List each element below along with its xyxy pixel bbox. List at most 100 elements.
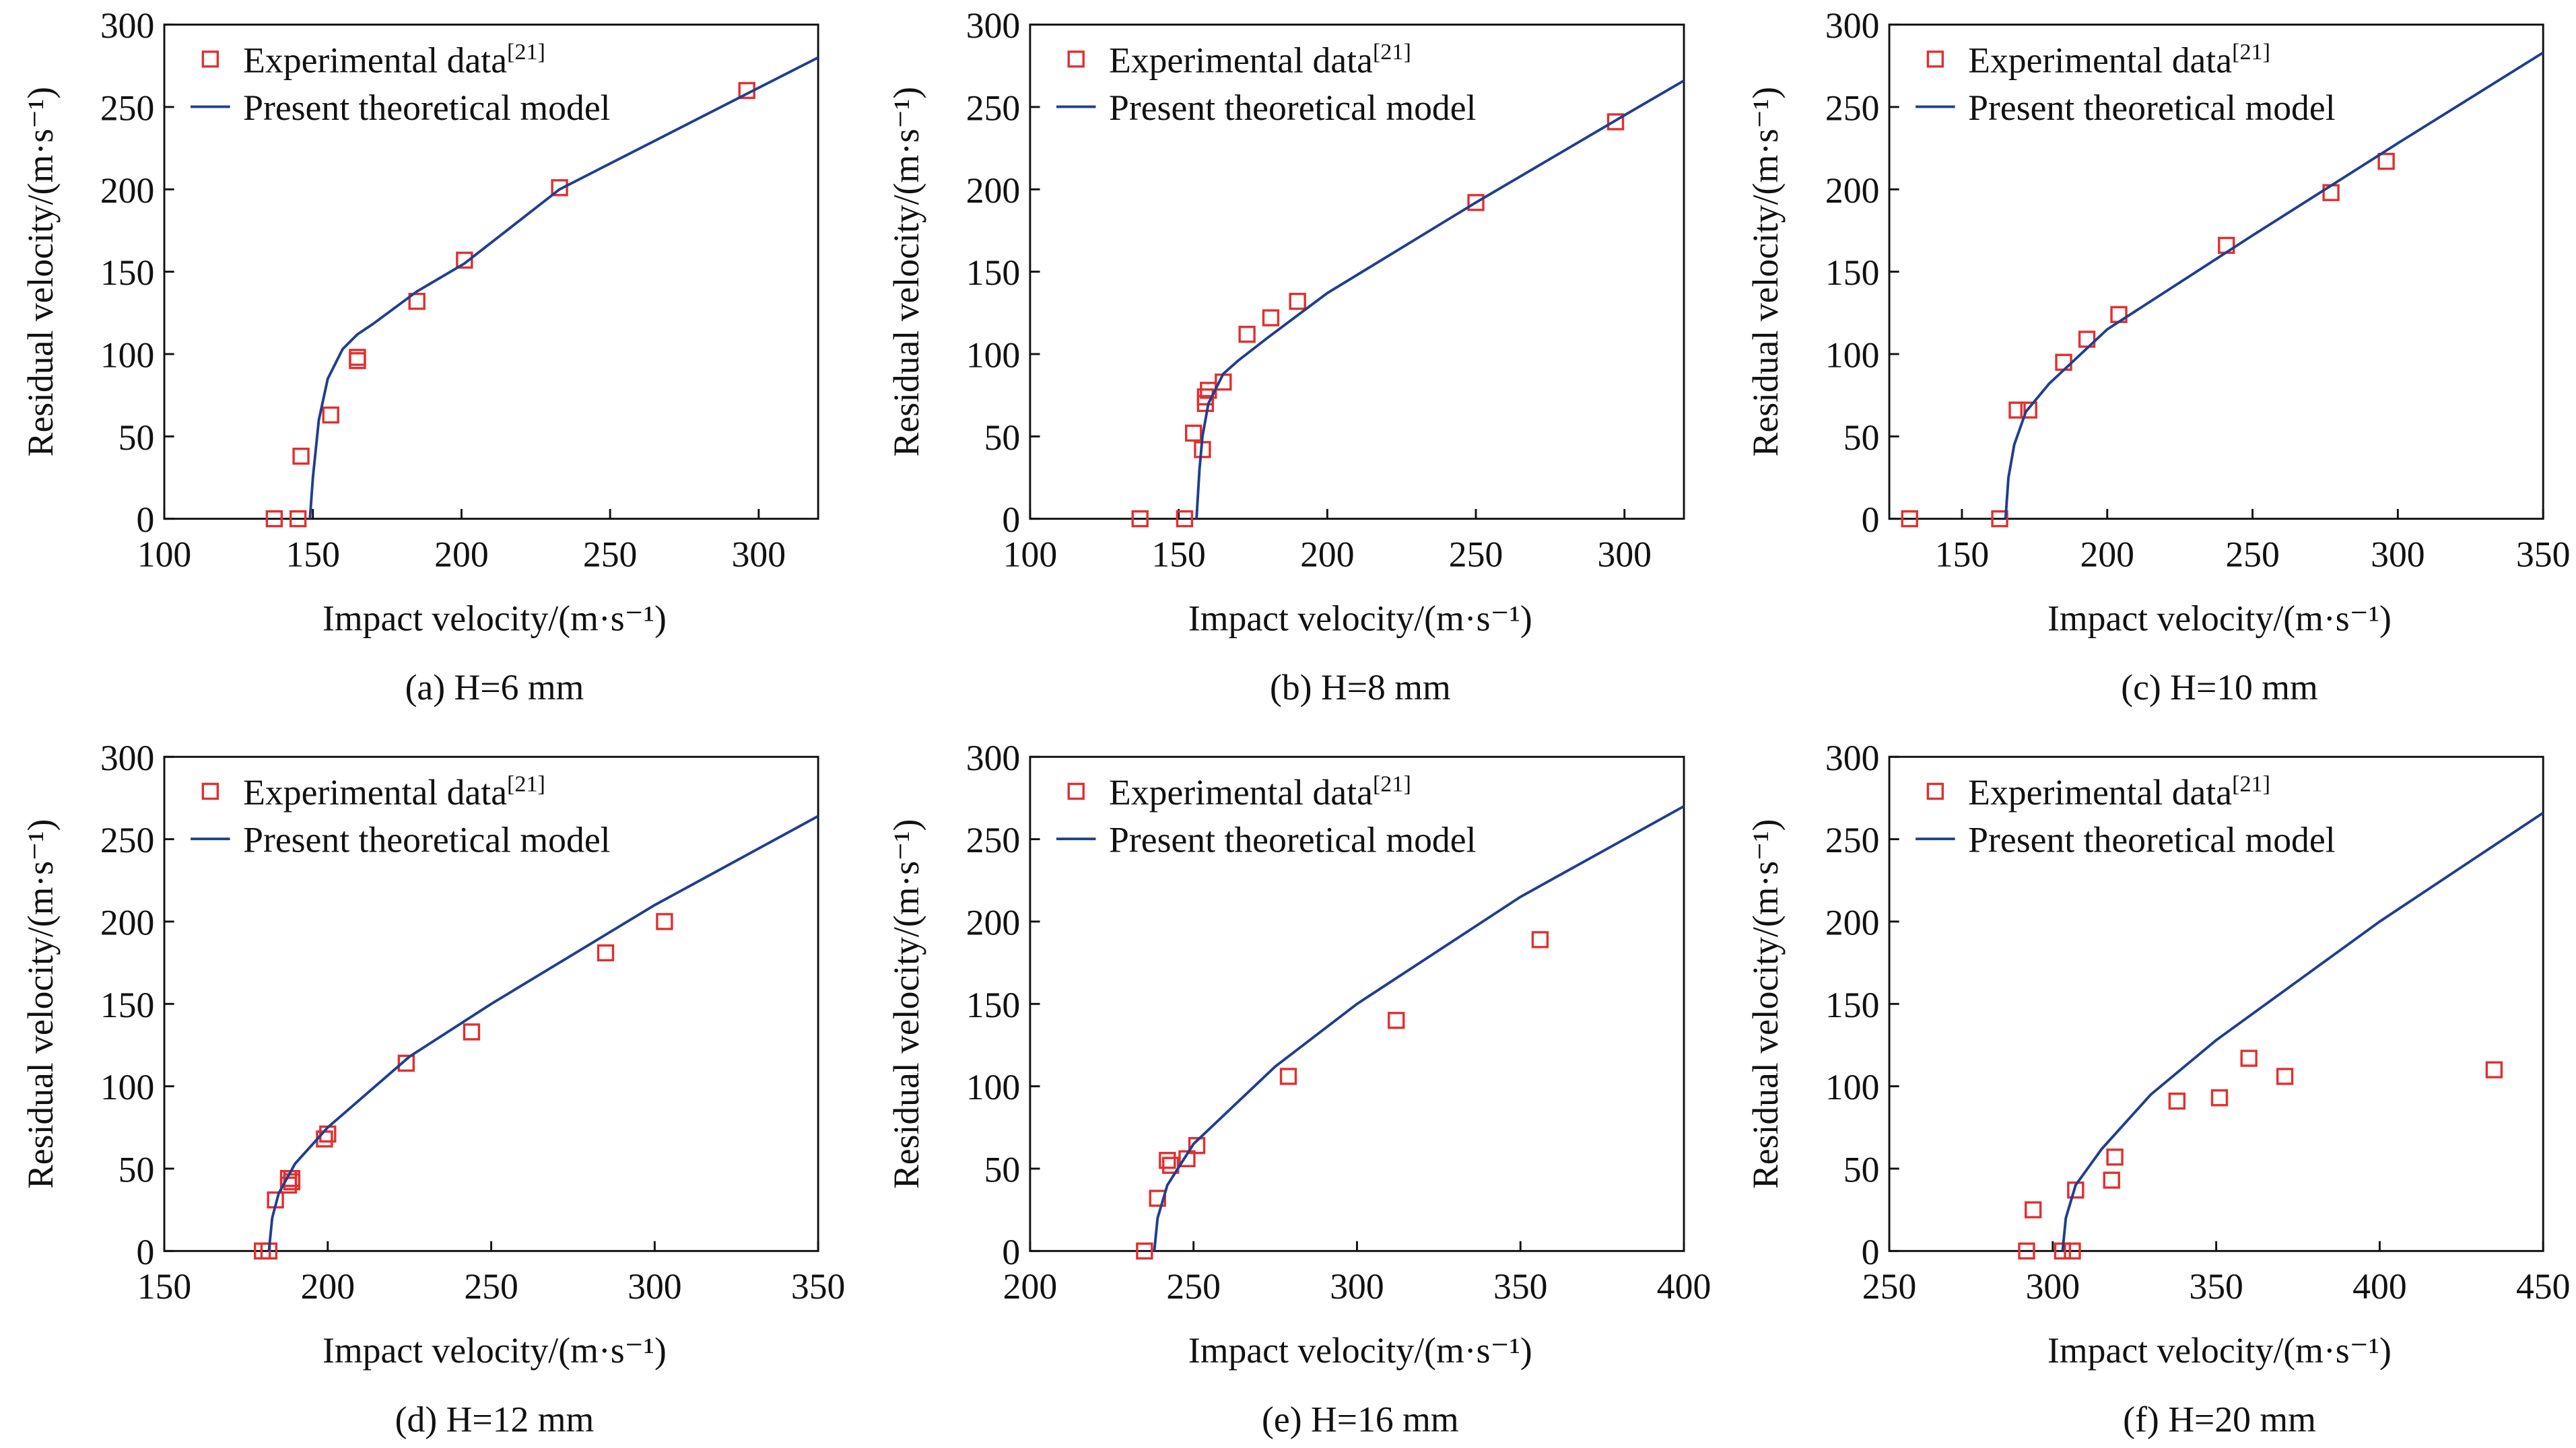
- x-tick-label: 200: [1003, 1266, 1058, 1307]
- data-point: [1262, 309, 1280, 326]
- legend-label: Present theoretical model: [1109, 820, 1476, 860]
- data-point: [1185, 424, 1202, 442]
- x-tick-label: 200: [434, 534, 489, 574]
- y-tick-label: 0: [1862, 499, 1880, 540]
- y-tick-label: 0: [137, 499, 155, 540]
- legend-label: Present theoretical model: [1968, 88, 2335, 128]
- y-tick-label: 200: [1825, 902, 1880, 942]
- data-point: [2055, 353, 2072, 371]
- data-point: [1279, 1068, 1297, 1085]
- y-tick-label: 100: [100, 1067, 155, 1107]
- data-point: [2485, 1061, 2503, 1078]
- y-tick-label: 100: [966, 335, 1021, 375]
- legend-marker: [1926, 50, 1944, 68]
- y-tick-label: 50: [118, 1150, 155, 1190]
- legend-marker: [201, 782, 219, 800]
- data-point: [1531, 931, 1549, 949]
- x-tick-label: 250: [464, 1266, 518, 1307]
- y-tick-label: 50: [118, 417, 155, 458]
- caption: (d) H=12 mm: [395, 1400, 595, 1440]
- data-point: [1388, 1012, 1405, 1029]
- model-line: [2061, 811, 2544, 1251]
- data-point: [2240, 1049, 2258, 1067]
- data-point: [656, 913, 673, 930]
- y-tick-label: 150: [1825, 985, 1880, 1025]
- x-axis-label: Impact velocity/(m·s⁻¹): [1188, 598, 1532, 639]
- data-point: [2103, 1171, 2120, 1189]
- model-line: [267, 815, 819, 1251]
- data-point: [2025, 1201, 2042, 1218]
- x-tick-label: 250: [2225, 534, 2280, 574]
- data-point: [1467, 194, 1485, 211]
- legend-label: Experimental data[21]: [243, 40, 545, 80]
- caption: (b) H=8 mm: [1270, 667, 1451, 708]
- data-point: [2008, 401, 2026, 419]
- data-point: [2020, 401, 2037, 419]
- x-tick-label: 300: [1598, 534, 1652, 574]
- panel: 0 50 100 150 200 250 300 200 250 300 350 400 Impact …: [886, 738, 1711, 1440]
- data-point: [289, 510, 307, 528]
- y-tick-label: 250: [966, 820, 1021, 860]
- data-point: [397, 1054, 415, 1072]
- x-tick-label: 100: [137, 534, 192, 574]
- caption: (f) H=20 mm: [2123, 1400, 2316, 1440]
- data-point: [349, 349, 366, 366]
- y-tick-label: 300: [1825, 5, 1880, 46]
- y-tick-label: 100: [1825, 335, 1880, 375]
- panel: 0 50 100 150 200 250 300 150 200 250 300 350 Impact …: [20, 738, 845, 1440]
- legend-marker: [1067, 782, 1085, 800]
- legend-label: Present theoretical model: [1109, 88, 1476, 128]
- x-tick-label: 350: [2189, 1266, 2243, 1307]
- x-tick-label: 200: [2080, 534, 2135, 574]
- data-point: [2106, 1148, 2124, 1166]
- y-tick-label: 200: [100, 170, 155, 211]
- y-tick-label: 200: [966, 170, 1021, 211]
- y-tick-label: 50: [1843, 1150, 1880, 1190]
- model-line: [1153, 804, 1685, 1251]
- x-tick-label: 350: [1493, 1266, 1548, 1307]
- legend-label: Experimental data[21]: [1109, 40, 1411, 80]
- y-tick-label: 300: [1825, 738, 1880, 778]
- data-point: [1901, 510, 1918, 528]
- data-point: [1136, 1242, 1153, 1260]
- data-point: [1188, 1137, 1206, 1154]
- x-axis-label: Impact velocity/(m·s⁻¹): [1188, 1330, 1532, 1371]
- y-tick-label: 0: [137, 1232, 155, 1272]
- caption: (a) H=6 mm: [405, 667, 584, 708]
- x-tick-label: 350: [791, 1266, 846, 1307]
- y-tick-label: 150: [100, 252, 155, 293]
- data-point: [1131, 510, 1149, 528]
- model-line: [308, 56, 819, 519]
- y-tick-label: 0: [1002, 499, 1020, 540]
- data-point: [2276, 1068, 2294, 1085]
- legend-marker: [1067, 50, 1085, 68]
- x-tick-label: 250: [583, 534, 638, 574]
- data-point: [1162, 1157, 1180, 1174]
- y-tick-label: 200: [966, 902, 1021, 942]
- model-line: [1195, 79, 1685, 519]
- legend-label: Experimental data[21]: [243, 771, 545, 812]
- data-point: [1176, 510, 1194, 528]
- y-axis-label: Residual velocity/(m·s⁻¹): [1745, 819, 1786, 1189]
- x-tick-label: 400: [2352, 1266, 2407, 1307]
- y-tick-label: 0: [1002, 1232, 1020, 1272]
- data-point: [2067, 1181, 2084, 1199]
- x-tick-label: 300: [2371, 534, 2425, 574]
- legend-marker: [1926, 782, 1944, 800]
- data-point: [1159, 1152, 1176, 1169]
- data-point: [463, 1023, 481, 1041]
- y-tick-label: 300: [100, 5, 155, 46]
- x-tick-label: 150: [137, 1266, 192, 1307]
- x-tick-label: 450: [2516, 1266, 2571, 1307]
- legend-label: Experimental data[21]: [1968, 771, 2270, 812]
- data-point: [2168, 1092, 2186, 1110]
- x-tick-label: 350: [2516, 534, 2571, 574]
- data-point: [322, 406, 339, 424]
- panel: 0 50 100 150 200 250 300 150 200 250 300 350 Impact …: [1745, 5, 2570, 708]
- x-tick-label: 150: [1935, 534, 1990, 574]
- panel: 0 50 100 150 200 250 300 250 300 350 400 450 Impact …: [1745, 738, 2570, 1440]
- x-tick-label: 150: [1151, 534, 1206, 574]
- y-tick-label: 150: [966, 252, 1021, 293]
- data-point: [551, 179, 568, 197]
- y-tick-label: 250: [1825, 820, 1880, 860]
